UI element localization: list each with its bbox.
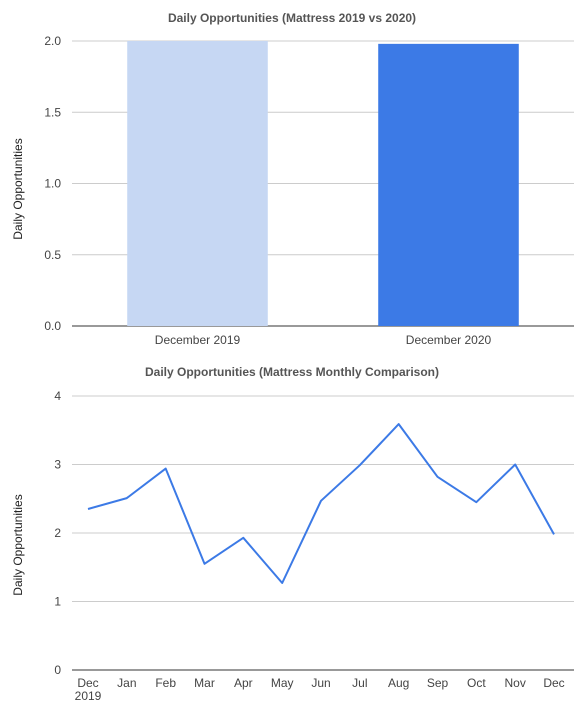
line-x-tick-label: Mar <box>194 676 215 690</box>
line-y-tick-label: 1 <box>54 595 61 609</box>
line-x-tick-label: Nov <box>504 676 525 690</box>
line-x-tick-label: Feb <box>155 676 176 690</box>
bar-y-tick-label: 1.0 <box>44 177 61 191</box>
line-y-tick-label: 4 <box>54 389 61 403</box>
bar <box>127 41 268 326</box>
line-chart: Daily Opportunities (Mattress Monthly Co… <box>11 365 574 703</box>
bar-chart-y-axis-label: Daily Opportunities <box>11 138 25 239</box>
line-x-tick-label: Jun <box>311 676 330 690</box>
line-x-tick-label: Oct <box>467 676 486 690</box>
bar-y-tick-label: 0.0 <box>44 319 61 333</box>
line-y-tick-label: 0 <box>54 663 61 677</box>
series-line <box>87 423 555 584</box>
bar <box>378 43 519 326</box>
line-x-tick-label: Aug <box>388 676 409 690</box>
bar-chart-title: Daily Opportunities (Mattress 2019 vs 20… <box>168 11 416 25</box>
bar-y-tick-label: 1.5 <box>44 105 61 119</box>
line-x-tick-label: Sep <box>427 676 449 690</box>
line-chart-y-axis-label: Daily Opportunities <box>11 494 25 595</box>
bar-x-tick-label: December 2019 <box>155 333 241 347</box>
bar-y-tick-label: 2.0 <box>44 34 61 48</box>
line-x-tick-label: Apr <box>234 676 253 690</box>
line-y-tick-label: 3 <box>54 458 61 472</box>
line-chart-title: Daily Opportunities (Mattress Monthly Co… <box>145 365 439 379</box>
line-x-tick-label: Jul <box>352 676 367 690</box>
line-x-tick-label: Jan <box>117 676 136 690</box>
bar-y-tick-label: 0.5 <box>44 248 61 262</box>
line-x-tick-label: May <box>271 676 294 690</box>
line-y-tick-label: 2 <box>54 526 61 540</box>
line-x-tick-label: Dec 2019 <box>75 676 102 703</box>
bar-chart: Daily Opportunities (Mattress 2019 vs 20… <box>11 11 574 347</box>
line-x-tick-label: Dec <box>543 676 564 690</box>
bar-x-tick-label: December 2020 <box>406 333 492 347</box>
